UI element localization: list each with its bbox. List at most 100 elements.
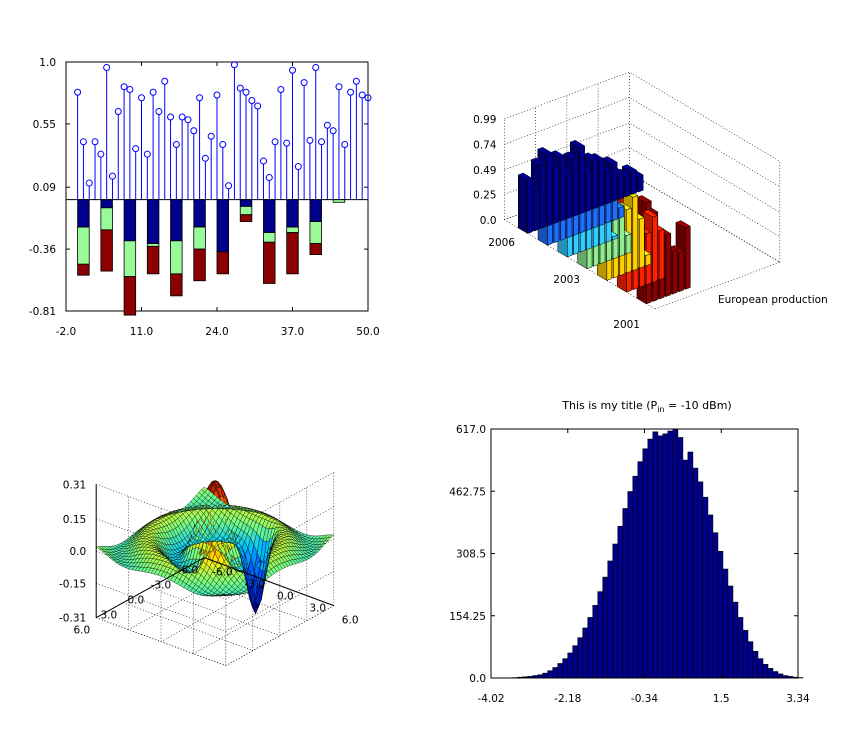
stem-marker (358, 91, 366, 99)
x-tick-label: -3.0 (245, 579, 266, 591)
x-tick-label: 0.0 (277, 591, 294, 603)
stem-marker (190, 127, 198, 135)
stacked-bar (263, 241, 276, 284)
stem-marker (271, 138, 279, 146)
stacked-bar (263, 199, 276, 233)
stem-marker (219, 141, 227, 149)
x-tick-label: -2.0 (56, 326, 77, 338)
stem-marker (248, 97, 256, 105)
histogram-bar (767, 668, 774, 679)
histogram-bar (702, 496, 709, 679)
histogram-bar (567, 652, 574, 679)
stem-marker (167, 113, 175, 121)
stacked-bar (193, 226, 206, 250)
histogram-bar (602, 576, 609, 679)
histogram-bar (582, 627, 589, 679)
bar3d-front (585, 168, 592, 212)
histogram-bar (547, 670, 554, 679)
bar3d-front (658, 228, 665, 281)
histogram-bar (557, 663, 564, 679)
stem-marker (364, 94, 372, 102)
histogram-bar (542, 672, 549, 679)
histogram-bar (597, 591, 604, 679)
histogram-bar (682, 459, 689, 679)
x-tick-label: -2.18 (554, 693, 581, 705)
bar3d-top (517, 172, 534, 181)
histogram-chart: This is my title (Pin = -10 dBm) -4.02 -2… (449, 399, 810, 705)
stem-marker (196, 94, 204, 102)
histogram-bar (657, 435, 664, 679)
stacked-bar (239, 214, 253, 222)
y-tick-label: 0.09 (33, 182, 56, 194)
y-tick-label: 6.0 (73, 625, 90, 637)
bar3d-front (618, 171, 624, 200)
stem-marker (318, 138, 326, 146)
bar3d-top (602, 156, 618, 165)
bar3d-front (625, 233, 632, 255)
stem-marker (277, 86, 285, 94)
histogram-bar (587, 617, 594, 679)
stacked-bar (170, 240, 183, 275)
bar3d-top (675, 220, 691, 229)
bar3d-front (605, 169, 611, 205)
histogram-bar (647, 438, 654, 679)
chart-title: This is my title (Pin = -10 dBm) (561, 399, 731, 414)
grid-line (150, 587, 280, 636)
stacked-bar (77, 226, 90, 265)
histogram-bar (572, 645, 579, 679)
bar3d-top (550, 150, 566, 159)
stem-marker (230, 61, 238, 69)
grid-line (504, 122, 780, 213)
stem-marker (108, 172, 116, 180)
stem-marker (184, 116, 192, 124)
histogram-bar (672, 428, 679, 679)
histogram-bar (637, 461, 644, 679)
histogram-bar (737, 617, 744, 679)
bar3d-front (540, 163, 546, 230)
stem-marker (172, 141, 180, 149)
stem-marker (294, 163, 302, 171)
bar3d-top (537, 147, 553, 156)
stacked-bar (100, 199, 113, 209)
z-tick-label: 0.99 (473, 114, 496, 126)
z-tick-label: 0.0 (69, 546, 86, 558)
bar3d-front (533, 188, 540, 232)
stacked-bar (123, 276, 137, 316)
x-tick-label: -4.02 (477, 693, 504, 705)
bar3d-top (530, 157, 547, 166)
histogram-bar (777, 673, 784, 679)
bar3d-front (566, 170, 572, 220)
stem-marker (132, 145, 140, 153)
stacked-bar (146, 199, 160, 244)
y-tick-label: -3.0 (151, 580, 172, 592)
x-tick-label: -6.0 (212, 567, 233, 579)
z-tick-label: -0.31 (59, 613, 86, 625)
stem-marker (143, 150, 151, 158)
histogram-bar (692, 467, 699, 679)
grid-line (504, 147, 780, 237)
stacked-bar (263, 232, 276, 243)
grid-line (193, 593, 302, 654)
stem-marker (265, 174, 273, 182)
stacked-bar (216, 251, 230, 275)
stem-marker (91, 138, 99, 146)
x-tick-label: 24.0 (205, 326, 228, 338)
bar3d-front (546, 152, 553, 227)
y-tick-label: 0.0 (127, 595, 144, 607)
stacked-bar (77, 263, 90, 276)
y-tick-label: 1.0 (39, 57, 56, 69)
stacked-bar (100, 229, 113, 272)
bar3d-top (569, 139, 586, 148)
histogram-bar (652, 431, 659, 679)
bar3d-front (632, 195, 639, 272)
histogram-bar (632, 475, 639, 679)
stacked-bar (239, 199, 253, 207)
bar3d-top (642, 209, 659, 218)
bar3d-side (518, 174, 528, 234)
histogram-bar (707, 514, 714, 679)
stem-marker (341, 141, 349, 149)
x-tick-label: 50.0 (356, 326, 379, 338)
histogram-bar (687, 451, 694, 679)
stacked-bar (100, 207, 113, 231)
bar3d-front (592, 157, 598, 210)
